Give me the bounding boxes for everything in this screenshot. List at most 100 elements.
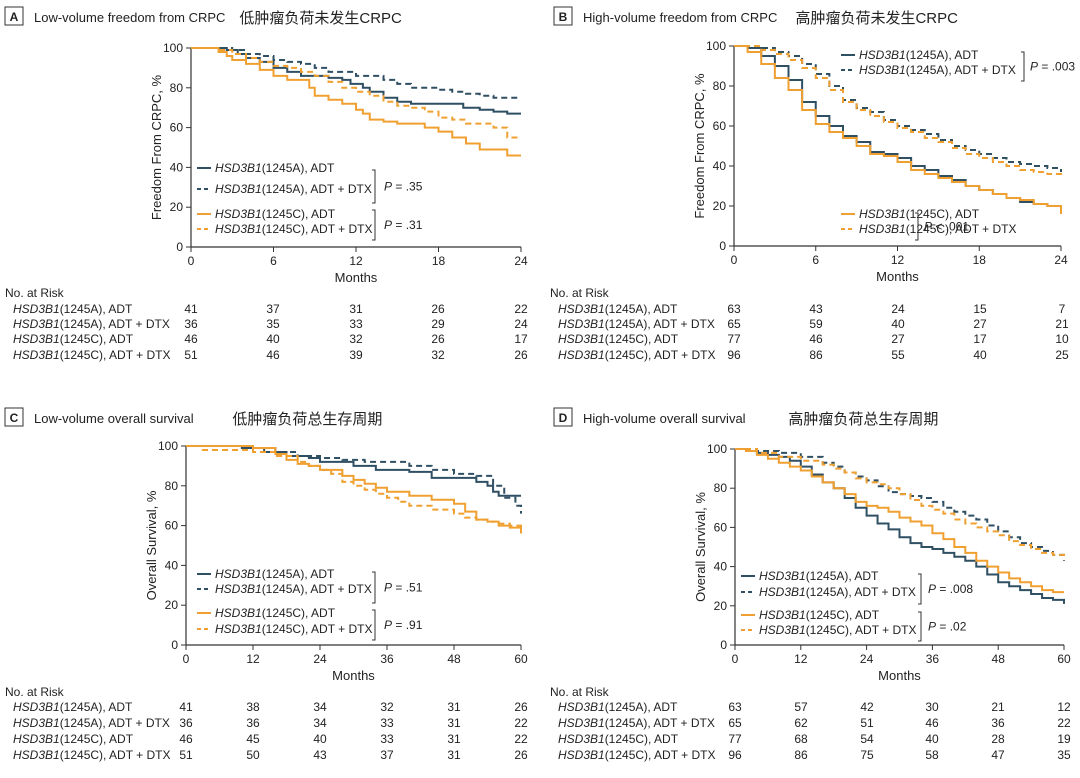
y-tick-label: 60 [170,121,184,135]
at-risk-value: 31 [447,716,461,730]
legend-arm: (1245C), ADT + DTX [262,222,373,236]
p-label: P [1030,60,1038,74]
axes: 0 20 40 60 80 100 0 12 24 36 48 60 Months Overall Sur… [144,439,528,683]
legend-arm: (1245A), ADT + DTX [262,582,372,596]
at-risk-gene: HSD3B1 [13,700,60,714]
panel-title-zh: 高肿瘤负荷未发生CRPC [795,10,958,27]
x-tick-label: 0 [188,254,195,268]
at-risk-row-label: HSD3B1(1245C), ADT + DTX [13,348,171,362]
at-risk-value: 22 [514,302,528,316]
y-tick-label: 20 [713,199,727,213]
legend-arm: (1245A), ADT [262,161,335,175]
at-risk-value: 22 [514,732,528,746]
legend-gene: HSD3B1 [215,622,262,636]
legend-gene: HSD3B1 [215,567,262,581]
x-tick-label: 18 [432,254,446,268]
at-risk-value: 32 [431,348,445,362]
x-tick-label: 12 [891,253,905,267]
legend-label: HSD3B1(1245C), ADT [215,207,336,221]
at-risk-arm: (1245C), ADT + DTX [605,748,716,762]
panel-letter: A [10,10,19,24]
at-risk-value: 41 [179,700,193,714]
at-risk-row-label: HSD3B1(1245C), ADT [558,332,679,346]
at-risk-value: 51 [184,348,198,362]
at-risk-value: 38 [246,700,260,714]
y-tick-label: 0 [176,240,183,254]
at-risk-gene: HSD3B1 [558,302,605,316]
at-risk-value: 55 [891,348,905,362]
at-risk-value: 33 [349,317,363,331]
at-risk-value: 46 [179,732,193,746]
at-risk-value: 25 [1055,348,1069,362]
y-tick-label: 100 [158,439,178,453]
y-tick-label: 100 [707,442,727,456]
at-risk-value: 86 [794,748,808,762]
at-risk-value: 22 [514,716,528,730]
at-risk-row-label: HSD3B1(1245A), ADT [13,302,133,316]
p-number: = .003 [1038,60,1075,74]
at-risk-value: 96 [727,348,741,362]
panel-title-zh: 低肿瘤负荷总生存周期 [232,411,382,428]
at-risk-value: 30 [925,700,939,714]
y-tick-label: 20 [170,200,184,214]
axes: 0 20 40 60 80 100 0 6 12 18 24 Months Freedom From C… [692,39,1068,284]
at-risk-arm: (1245C), ADT + DTX [605,348,716,362]
x-tick-label: 18 [973,253,987,267]
at-risk-value: 51 [860,716,874,730]
y-tick-label: 40 [165,558,179,572]
at-risk-value: 42 [860,700,874,714]
at-risk-arm: (1245A), ADT [605,302,678,316]
legend-gene: HSD3B1 [215,222,262,236]
at-risk-arm: (1245C), ADT [605,332,679,346]
at-risk-value: 47 [991,748,1005,762]
legend-arm: (1245A), ADT [806,569,879,583]
x-tick-label: 24 [313,652,327,666]
y-tick-label: 0 [171,638,178,652]
series-line-4 [191,47,521,139]
p-number: < .001 [932,220,969,234]
legend-label: HSD3B1(1245A), ADT + DTX [859,63,1016,77]
at-risk-value: 17 [514,332,528,346]
at-risk-value: 33 [380,716,394,730]
at-risk-value: 36 [991,716,1005,730]
p-value: P = .51 [384,581,423,595]
x-tick-label: 0 [732,652,739,666]
x-tick-label: 24 [860,652,874,666]
at-risk-value: 65 [728,716,742,730]
at-risk-value: 40 [925,732,939,746]
series-line-1 [186,445,521,497]
at-risk-value: 40 [891,317,905,331]
legend-arm: (1245C), ADT + DTX [262,622,373,636]
y-tick-label: 40 [713,159,727,173]
at-risk-heading: No. at Risk [5,685,65,699]
at-risk-value: 54 [860,732,874,746]
legend-label: HSD3B1(1245A), ADT [215,161,335,175]
legend-label: HSD3B1(1245C), ADT + DTX [215,622,373,636]
y-tick-label: 0 [719,239,726,253]
at-risk-value: 19 [1057,732,1071,746]
at-risk-value: 21 [1055,317,1069,331]
legend-label: HSD3B1(1245C), ADT + DTX [215,222,373,236]
at-risk-value: 41 [184,302,198,316]
at-risk-value: 96 [728,748,742,762]
p-value: P = .35 [384,180,423,194]
y-tick-label: 20 [165,598,179,612]
at-risk-value: 34 [313,700,327,714]
y-axis-title: Overall Survival, % [693,492,708,602]
at-risk-row-label: HSD3B1(1245A), ADT + DTX [558,317,715,331]
y-tick-label: 40 [714,560,728,574]
x-tick-label: 0 [183,652,190,666]
at-risk-value: 59 [809,317,823,331]
legend-gene: HSD3B1 [859,222,906,236]
at-risk-row-label: HSD3B1(1245A), ADT + DTX [558,716,715,730]
panel-letter-box [4,6,24,26]
legend-arm: (1245C), ADT [262,606,336,620]
at-risk-value: 32 [380,700,394,714]
legend-gene: HSD3B1 [859,63,906,77]
x-tick-label: 36 [926,652,940,666]
panel-A: A Low-volume freedom from CRPC 低肿瘤负荷未发生CRP… [4,6,528,362]
at-risk-value: 15 [973,302,987,316]
at-risk-value: 31 [447,732,461,746]
